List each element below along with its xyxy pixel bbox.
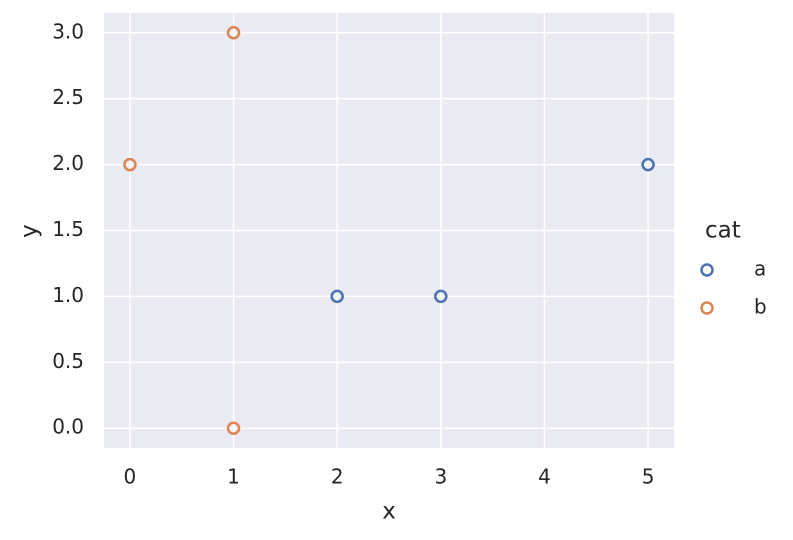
x-tick-label: 5 [642, 465, 655, 489]
x-tick-label: 3 [434, 465, 447, 489]
point [434, 289, 448, 304]
y-tick-label: 0.0 [52, 415, 84, 439]
point [641, 157, 655, 172]
x-axis-label: x [382, 499, 396, 525]
legend-marker [700, 263, 714, 277]
y-tick-label: 3.0 [52, 19, 84, 43]
legend-label: a [754, 257, 766, 281]
point [226, 421, 241, 435]
y-tick-label: 2.0 [52, 151, 84, 175]
legend-title: cat [705, 218, 741, 244]
y-tick-label: 1.0 [52, 283, 84, 307]
x-tick-label: 1 [227, 465, 240, 489]
x-tick-label: 0 [124, 465, 137, 489]
y-axis-label: y [17, 224, 43, 238]
x-tick-label: 4 [538, 465, 551, 489]
point [123, 157, 137, 172]
legend-marker [700, 301, 714, 315]
legend-label: b [754, 295, 767, 319]
y-tick-label: 2.5 [52, 85, 84, 109]
y-tick-label: 0.5 [52, 349, 84, 373]
x-tick-label: 2 [331, 465, 344, 489]
y-tick-label: 1.5 [52, 217, 84, 241]
point [330, 289, 344, 304]
point [226, 26, 241, 40]
